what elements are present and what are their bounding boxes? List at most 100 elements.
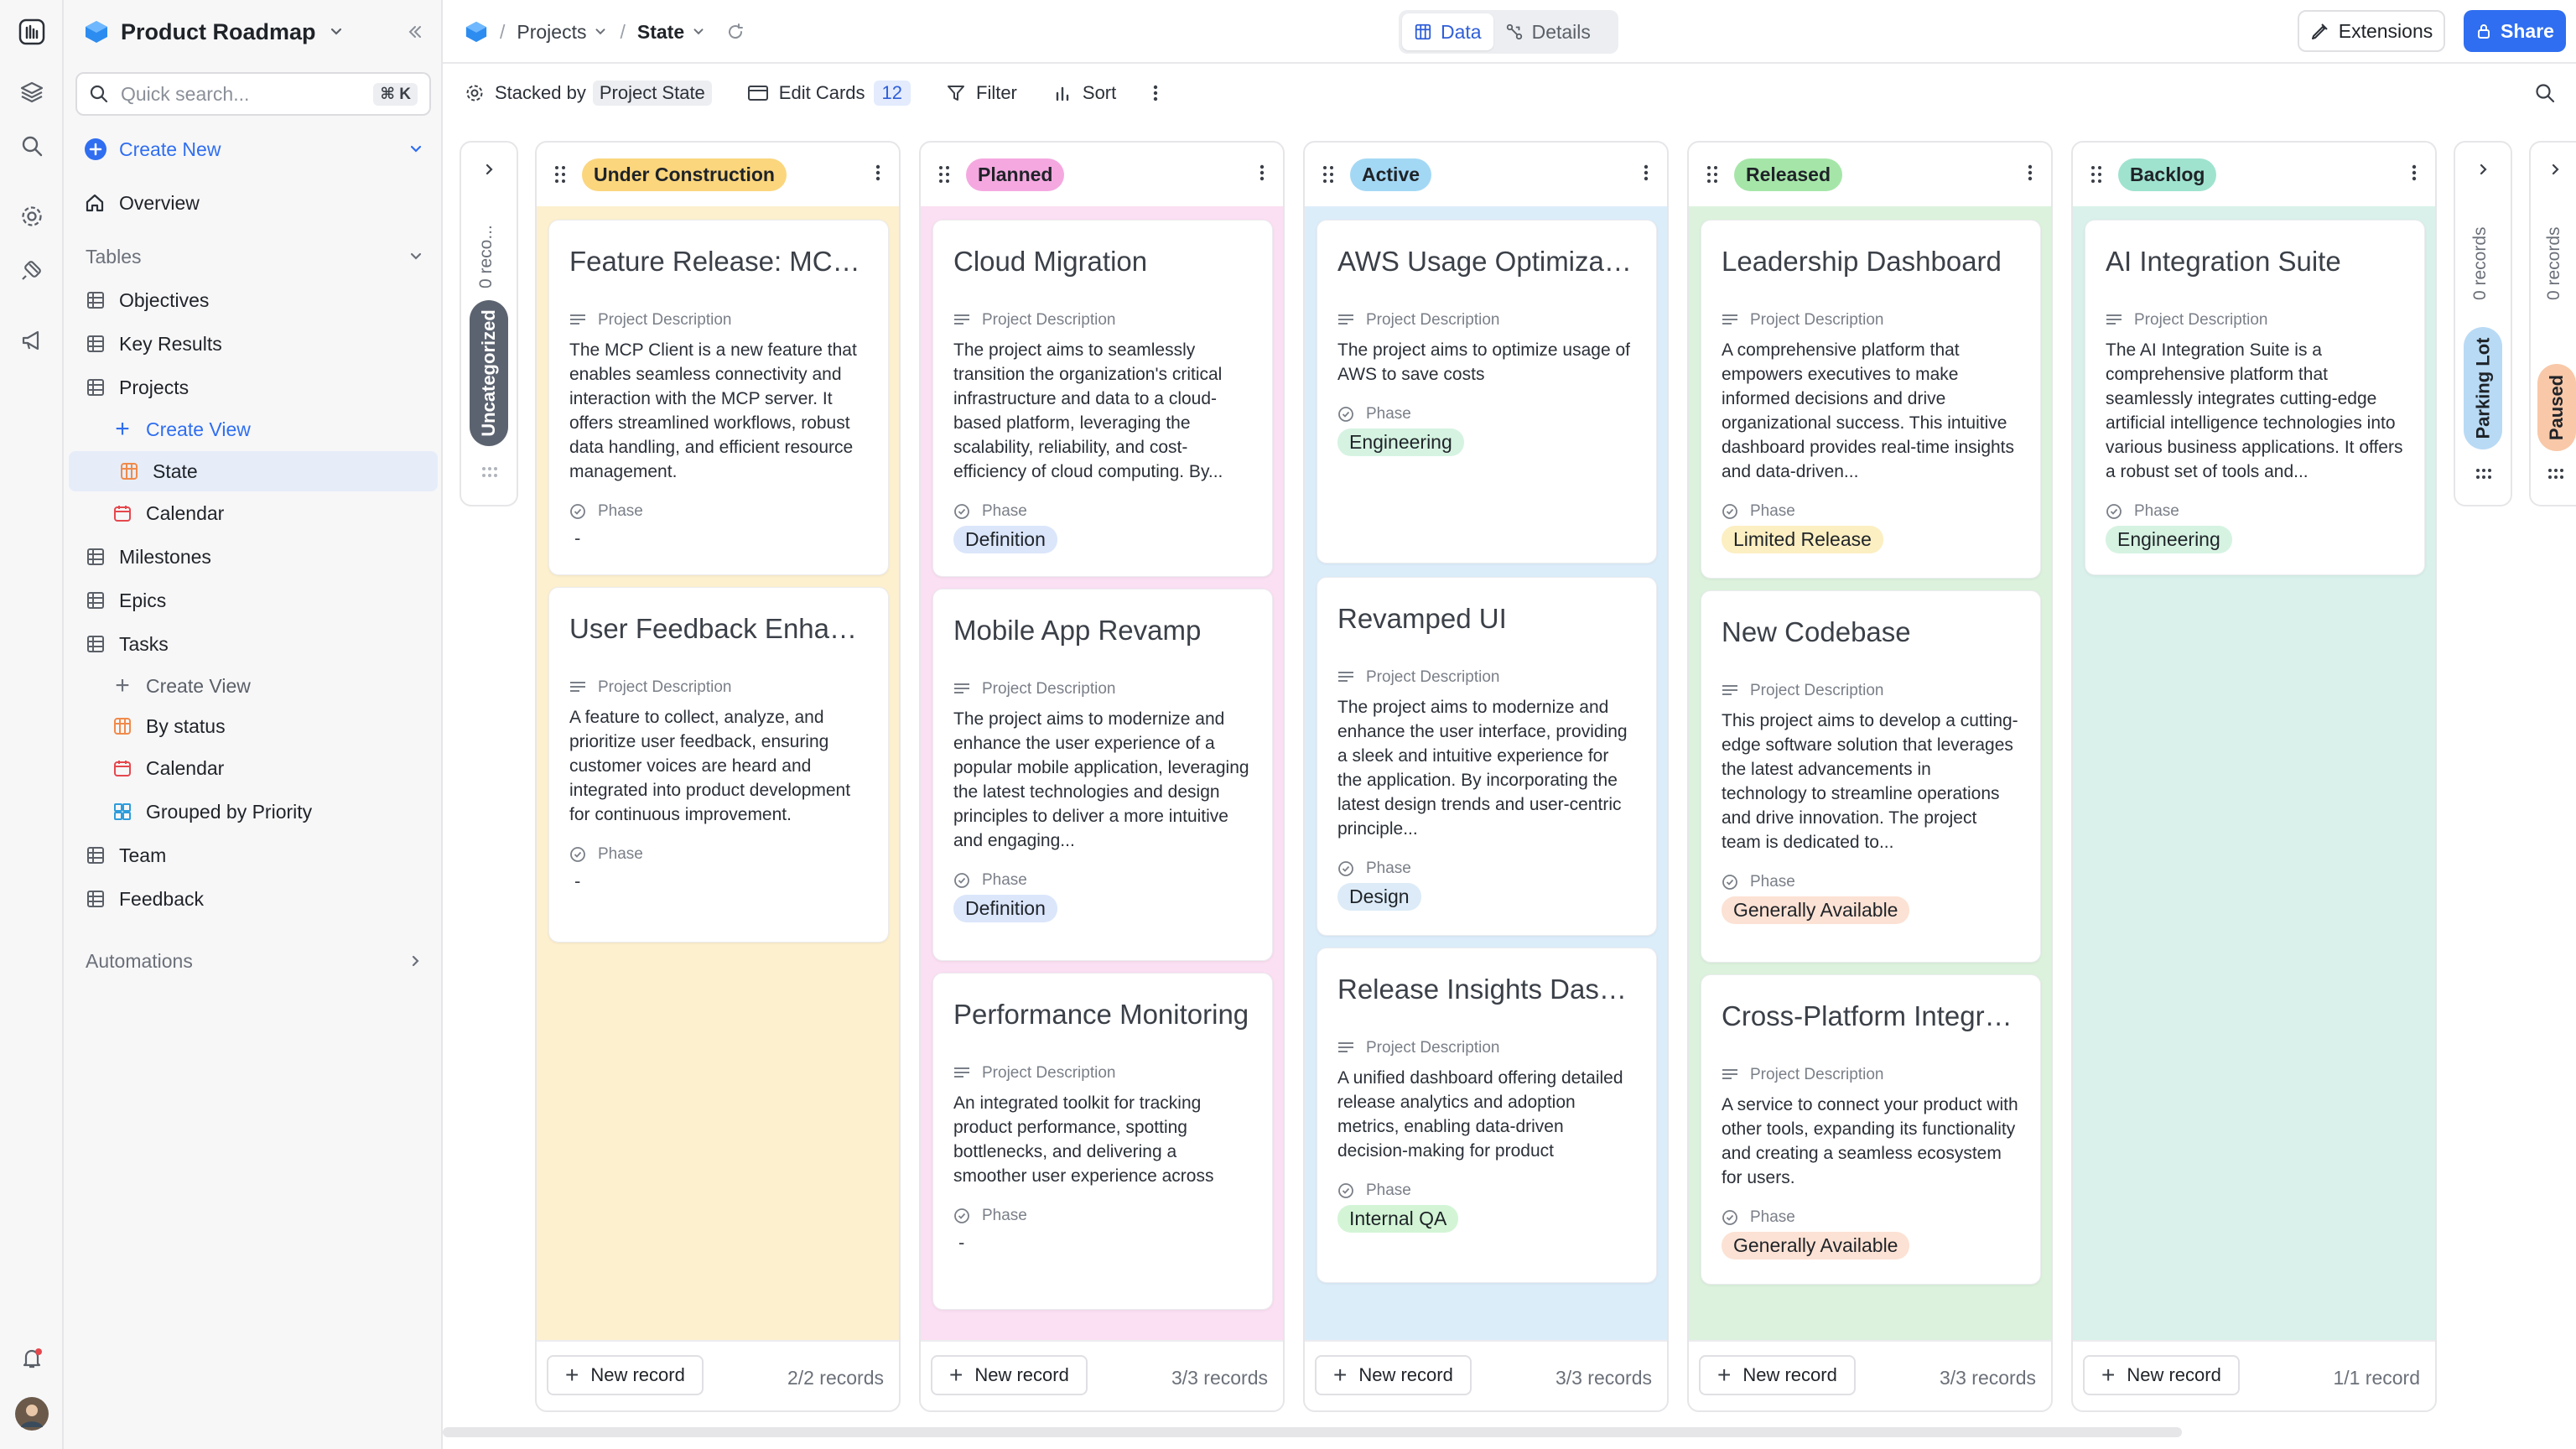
sort-button[interactable]: Sort	[1052, 82, 1116, 104]
sidebar-item-projects[interactable]: Projects	[86, 367, 429, 408]
more-vertical-icon[interactable]	[1258, 163, 1266, 183]
stack-name-pill[interactable]: Under Construction	[582, 158, 787, 191]
stacked-by-button[interactable]: Stacked by Project State	[465, 80, 712, 106]
workspace-logo-icon[interactable]	[15, 15, 49, 49]
sidebar-item-feedback[interactable]: Feedback	[86, 879, 429, 919]
phase-tag: Definition	[953, 895, 1057, 922]
stack-header: Released	[1689, 143, 2051, 206]
record-card[interactable]: Feature Release: MCP Client Project Descr…	[548, 220, 889, 575]
more-options-button[interactable]	[1151, 83, 1160, 103]
notifications-bell-icon[interactable]	[15, 1342, 49, 1375]
new-record-button[interactable]: + New record	[931, 1355, 1088, 1395]
sidebar-item-tasks[interactable]: Tasks	[86, 624, 429, 664]
sidebar-item-tasks-calendar[interactable]: Calendar	[112, 748, 429, 788]
filter-button[interactable]: Filter	[946, 82, 1017, 104]
sidebar-item-team[interactable]: Team	[86, 835, 429, 875]
chevron-right-icon[interactable]	[408, 953, 424, 969]
chevron-right-icon[interactable]	[481, 161, 498, 178]
collapsed-stack-paused[interactable]: 0 records Paused	[2529, 141, 2576, 506]
drag-handle-icon[interactable]	[1706, 164, 1719, 184]
base-logo-icon[interactable]	[465, 20, 488, 44]
record-card[interactable]: AWS Usage Optimization Project Descriptio…	[1317, 220, 1657, 564]
more-vertical-icon[interactable]	[2026, 163, 2034, 183]
refresh-icon[interactable]	[726, 23, 745, 41]
drag-handle-icon[interactable]	[937, 164, 951, 184]
drag-handle-icon[interactable]	[481, 466, 498, 478]
tab-details[interactable]: Details	[1493, 13, 1602, 50]
sidebar-item-grouped-by-priority[interactable]: Grouped by Priority	[112, 792, 429, 832]
stack-name-pill[interactable]: Released	[1734, 158, 1843, 191]
record-card[interactable]: New Codebase Project Description This proj…	[1701, 590, 2041, 963]
automations-section-header[interactable]: Automations	[86, 941, 429, 981]
record-card[interactable]: Release Insights Dashboard Project Descri…	[1317, 948, 1657, 1283]
record-card[interactable]: Mobile App Revamp Project Description The …	[932, 589, 1273, 961]
tab-data[interactable]: Data	[1402, 13, 1493, 50]
collapsed-stack-uncategorized[interactable]: 0 reco... Uncategorized	[460, 141, 518, 506]
tasks-create-view-button[interactable]: + Create View	[112, 666, 429, 706]
record-card[interactable]: User Feedback Enhancement Project Descrip…	[548, 587, 889, 943]
stack-name-pill[interactable]: Active	[1350, 158, 1432, 191]
sidebar-item-state-view[interactable]: State	[69, 451, 438, 491]
create-new-button[interactable]: Create New	[84, 129, 429, 169]
new-record-button[interactable]: + New record	[1699, 1355, 1856, 1395]
chevron-down-icon[interactable]	[593, 24, 608, 39]
chevron-down-icon[interactable]	[408, 141, 424, 158]
drag-handle-icon[interactable]	[2090, 164, 2103, 184]
projects-create-view-button[interactable]: + Create View	[112, 409, 429, 449]
record-card[interactable]: AI Integration Suite Project Description T…	[2085, 220, 2425, 575]
sidebar-item-projects-calendar[interactable]: Calendar	[112, 493, 429, 533]
card-title: Performance Monitoring	[953, 999, 1249, 1030]
drag-handle-icon[interactable]	[2475, 468, 2492, 480]
sidebar-item-milestones[interactable]: Milestones	[86, 537, 429, 577]
drag-handle-icon[interactable]	[553, 164, 567, 184]
chevron-right-icon[interactable]	[2547, 161, 2564, 178]
chevron-down-icon[interactable]	[691, 24, 706, 39]
search-icon[interactable]	[15, 129, 49, 163]
sidebar-item-overview[interactable]: Overview	[84, 183, 429, 223]
record-card[interactable]: Cloud Migration Project Description The pr…	[932, 220, 1273, 577]
drag-handle-icon[interactable]	[2547, 468, 2564, 480]
collapsed-stack-parking-lot[interactable]: 0 records Parking Lot	[2454, 141, 2512, 506]
sidebar-item-key-results[interactable]: Key Results	[86, 324, 429, 364]
search-icon[interactable]	[2534, 82, 2556, 104]
drag-handle-icon[interactable]	[1322, 164, 1335, 184]
more-vertical-icon[interactable]	[874, 163, 882, 183]
breadcrumb-projects[interactable]: Projects	[517, 20, 587, 43]
record-card[interactable]: Revamped UI Project Description The projec…	[1317, 577, 1657, 936]
sidebar-item-tasks-by-status[interactable]: By status	[112, 706, 429, 746]
megaphone-icon[interactable]	[15, 324, 49, 357]
tables-section-header[interactable]: Tables	[86, 236, 429, 277]
collapse-sidebar-icon[interactable]	[406, 23, 424, 41]
filter-label: Filter	[976, 82, 1017, 103]
user-avatar[interactable]	[15, 1397, 49, 1431]
new-record-button[interactable]: + New record	[547, 1355, 704, 1395]
stack-name-pill[interactable]: Backlog	[2118, 158, 2217, 191]
record-card[interactable]: Cross-Platform Integration Project Descri…	[1701, 974, 2041, 1285]
record-card[interactable]: Performance Monitoring Project Descriptio…	[932, 973, 1273, 1310]
extensions-button[interactable]: Extensions	[2298, 10, 2445, 52]
chevron-down-icon[interactable]	[408, 248, 424, 265]
app-title[interactable]: Product Roadmap	[121, 18, 316, 44]
horizontal-scrollbar[interactable]	[443, 1427, 2182, 1437]
new-record-button[interactable]: + New record	[2083, 1355, 2240, 1395]
single-select-icon	[954, 1208, 969, 1223]
settings-icon[interactable]	[15, 200, 49, 233]
quick-search-input[interactable]: Quick search... ⌘ K	[75, 72, 431, 116]
plugin-icon[interactable]	[15, 253, 49, 287]
record-card[interactable]: Leadership Dashboard Project Description A…	[1701, 220, 2041, 579]
sidebar-item-epics[interactable]: Epics	[86, 580, 429, 621]
breadcrumb-view[interactable]: State	[636, 20, 685, 43]
stack-name-pill[interactable]: Planned	[966, 158, 1065, 191]
stack-footer: + New record 3/3 records	[1305, 1340, 1667, 1410]
more-vertical-icon[interactable]	[2410, 163, 2418, 183]
description-label: Project Description	[1337, 668, 1499, 687]
layers-icon[interactable]	[15, 75, 49, 109]
card-description: The AI Integration Suite is a comprehens…	[2106, 340, 2403, 481]
edit-cards-button[interactable]: Edit Cards 12	[747, 80, 911, 106]
more-vertical-icon[interactable]	[1642, 163, 1650, 183]
share-button[interactable]: Share	[2464, 10, 2566, 52]
chevron-down-icon[interactable]	[328, 23, 345, 40]
chevron-right-icon[interactable]	[2475, 161, 2492, 178]
sidebar-item-objectives[interactable]: Objectives	[86, 280, 429, 320]
new-record-button[interactable]: + New record	[1315, 1355, 1472, 1395]
